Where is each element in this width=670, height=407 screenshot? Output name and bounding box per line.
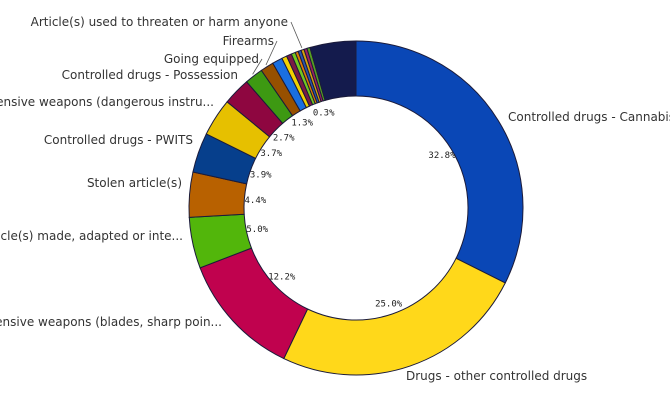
leader-line bbox=[265, 40, 278, 66]
donut-slices bbox=[188, 40, 524, 376]
category-label: Offensive weapons (blades, sharp poin... bbox=[0, 315, 222, 329]
category-label: Article(s) made, adapted or inte... bbox=[0, 229, 183, 243]
leader-line bbox=[290, 21, 303, 49]
donut-slice[interactable] bbox=[309, 40, 357, 101]
category-label: Controlled drugs - PWITS bbox=[44, 133, 193, 147]
percent-label: 25.0% bbox=[375, 300, 403, 310]
percent-label: 1.3% bbox=[291, 119, 313, 129]
donut-slice[interactable] bbox=[355, 40, 524, 284]
category-label: Stolen article(s) bbox=[87, 176, 182, 190]
percent-label: 12.2% bbox=[268, 272, 296, 282]
category-label: Drugs - other controlled drugs bbox=[406, 369, 587, 383]
donut-slice[interactable] bbox=[283, 257, 506, 376]
percent-labels: 32.8% 25.0% 12.2% 5.0% 4.4% 3.9% 3.7% 2.7% 1.3%0… bbox=[244, 108, 456, 309]
category-label: Offensive weapons (dangerous instru... bbox=[0, 95, 214, 109]
category-label: Controlled drugs - Possession bbox=[62, 68, 238, 82]
percent-label: 3.9% bbox=[250, 170, 272, 180]
percent-label: 0.3% bbox=[313, 108, 335, 118]
category-label: Going equipped bbox=[164, 52, 259, 66]
category-label: Article(s) used to threaten or harm anyo… bbox=[31, 15, 288, 29]
percent-label: 4.4% bbox=[244, 196, 266, 206]
percent-label: 32.8% bbox=[428, 151, 456, 161]
percent-label: 3.7% bbox=[260, 149, 282, 159]
category-labels: Controlled drugs - Cannabis Drugs - other… bbox=[0, 15, 670, 383]
leader-line bbox=[252, 58, 263, 75]
donut-slice[interactable] bbox=[199, 247, 309, 360]
percent-label: 2.7% bbox=[273, 133, 295, 143]
category-label: Firearms bbox=[223, 34, 274, 48]
leader-lines bbox=[252, 21, 303, 75]
category-label: Controlled drugs - Cannabis bbox=[508, 110, 670, 124]
percent-label: 5.0% bbox=[246, 225, 268, 235]
